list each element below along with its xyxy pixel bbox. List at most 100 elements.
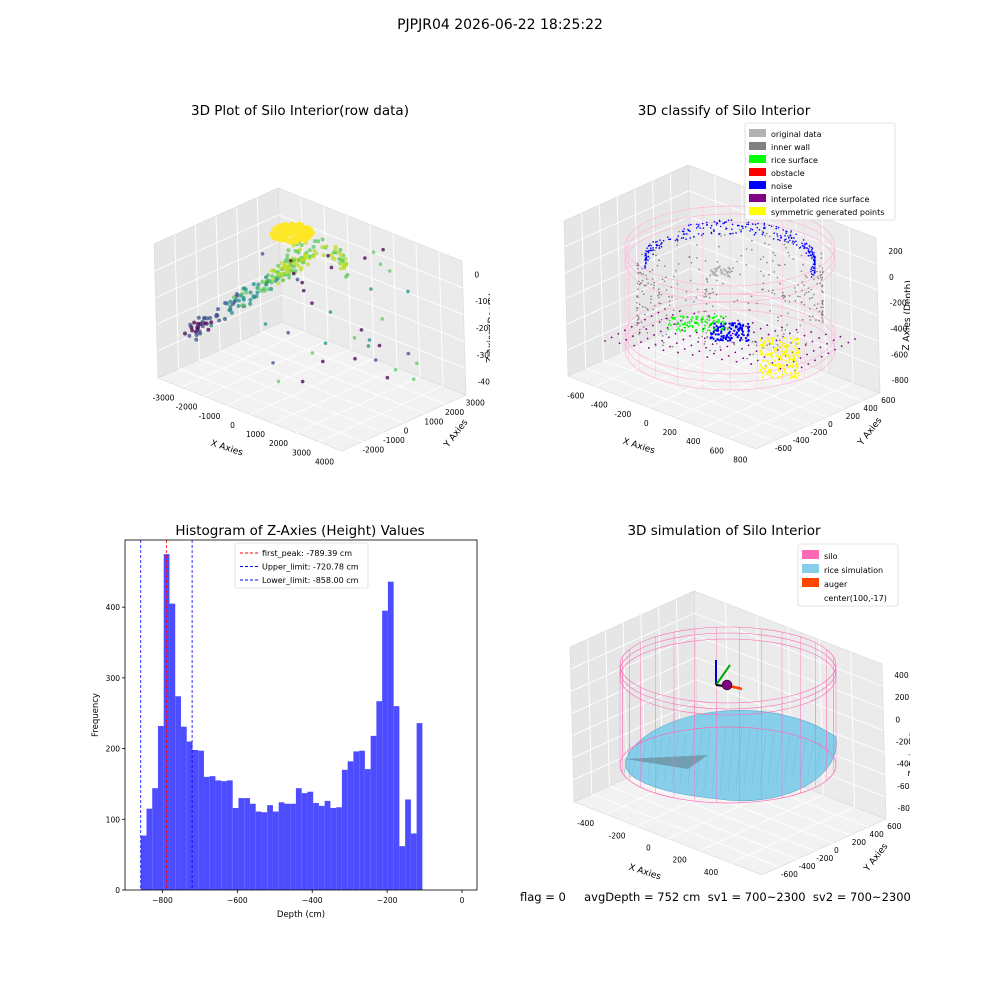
- noise-point: [720, 330, 723, 333]
- rice-surface-point: [724, 315, 727, 318]
- symmetric-point: [798, 342, 801, 345]
- histogram-bar: [180, 726, 187, 890]
- interpolated-point: [662, 349, 665, 352]
- inner-wall-point: [651, 278, 654, 280]
- data-point: [248, 297, 253, 302]
- noise-point: [719, 325, 722, 329]
- inner-wall-point: [657, 294, 659, 297]
- noise-point: [677, 235, 680, 237]
- inner-wall-point: [745, 248, 748, 250]
- inner-wall-point: [655, 254, 657, 257]
- symmetric-point: [797, 338, 800, 341]
- classify-3d-plot: -600-400-2000200400600800-600-400-200020…: [563, 122, 910, 464]
- interpolated-point: [624, 329, 626, 332]
- rice-surface-point: [688, 320, 691, 323]
- noise-point: [689, 223, 692, 226]
- legend-swatch: [802, 550, 819, 559]
- inner-wall-point: [817, 277, 820, 280]
- tick-labels: −800 −600 −400 −200 0 0 100 200 300 400: [106, 603, 465, 905]
- inner-wall-point: [649, 243, 651, 245]
- noise-point: [810, 249, 813, 251]
- inner-wall-point: [704, 289, 707, 291]
- inner-wall-point: [786, 234, 789, 237]
- symmetric-point: [769, 371, 773, 375]
- grid-line: [626, 777, 816, 852]
- noise-point: [788, 236, 790, 238]
- data-point: [321, 253, 326, 258]
- z-tick-label: -200: [896, 738, 910, 747]
- noise-point: [662, 239, 665, 242]
- data-point: [244, 290, 249, 295]
- histogram-bar: [295, 788, 302, 890]
- orientation-y-arrow: [715, 664, 731, 686]
- noise-point: [656, 240, 659, 243]
- data-point: [333, 248, 338, 253]
- rice-mesh-line: [775, 733, 783, 782]
- inner-wall-point: [800, 270, 803, 272]
- grid-line: [346, 215, 352, 350]
- data-point: [284, 230, 290, 236]
- rice-surface-point: [690, 318, 693, 321]
- noise-point: [649, 247, 652, 249]
- grid-line: [591, 793, 780, 868]
- y-tick-label: 600: [881, 396, 896, 405]
- data-point: [324, 244, 329, 249]
- data-point: [312, 248, 317, 253]
- noise-point: [750, 227, 752, 230]
- inner-wall-point: [638, 333, 640, 336]
- symmetric-point: [759, 339, 763, 342]
- inner-wall-point: [636, 324, 638, 326]
- inner-wall-point: [658, 291, 660, 294]
- data-point: [387, 269, 392, 273]
- noise-point: [814, 266, 816, 268]
- data-point: [286, 330, 291, 335]
- interpolated-point: [788, 332, 791, 335]
- data-point: [223, 300, 228, 305]
- noise-point: [782, 229, 784, 231]
- symmetric-point: [785, 349, 788, 352]
- noise-point: [714, 333, 717, 336]
- inner-wall-point: [821, 276, 824, 279]
- inner-wall-point: [653, 284, 655, 287]
- inner-wall-point: [818, 310, 821, 313]
- inner-wall-point: [793, 287, 796, 289]
- symmetric-point: [782, 341, 785, 345]
- inner-wall-point: [772, 289, 774, 292]
- inner-wall-point: [665, 289, 668, 291]
- noise-point: [780, 236, 783, 239]
- inner-wall-point: [821, 267, 824, 269]
- rice-depression: [626, 755, 708, 769]
- z-tick-label: -4000: [478, 378, 490, 387]
- noise-point: [658, 247, 661, 249]
- histogram-bar: [290, 803, 296, 890]
- rice-surface-point: [677, 322, 680, 325]
- inner-wall-point: [774, 254, 776, 257]
- inner-wall-point: [733, 343, 736, 346]
- data-point: [296, 230, 302, 235]
- symmetric-point: [770, 336, 773, 340]
- data-point: [252, 295, 257, 300]
- data-point: [229, 310, 234, 315]
- symmetric-point: [783, 351, 786, 354]
- x-tick-label: −800: [152, 896, 173, 905]
- symmetric-point: [764, 339, 767, 343]
- inner-wall-point: [638, 303, 641, 306]
- interpolated-point: [667, 336, 670, 339]
- noise-point: [792, 240, 794, 243]
- data-point: [196, 325, 201, 330]
- data-point: [367, 338, 372, 342]
- inner-wall-point: [636, 314, 639, 316]
- symmetric-point: [782, 352, 786, 355]
- noise-point: [805, 242, 808, 245]
- noise-point: [644, 266, 646, 268]
- rice-surface-point: [681, 315, 684, 318]
- symmetric-point: [787, 344, 790, 347]
- inner-wall-point: [638, 328, 641, 331]
- histogram-chart: −800 −600 −400 −200 0 0 100 200 300 400 Depth (cm)…: [91, 539, 478, 920]
- z-tick-label: -1000: [475, 297, 490, 306]
- noise-point: [789, 234, 792, 236]
- interpolated-point: [657, 311, 660, 314]
- noise-point: [645, 250, 647, 252]
- noise-point: [696, 223, 698, 226]
- histogram-bar: [284, 803, 291, 890]
